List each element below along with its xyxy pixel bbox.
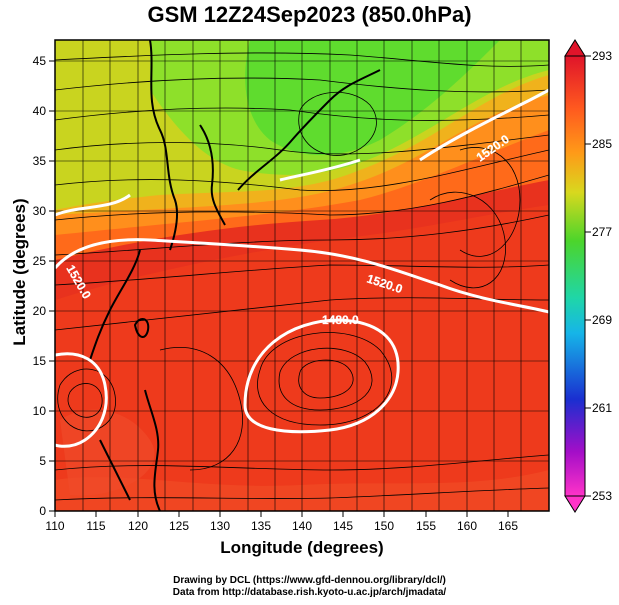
y-tick-label: 10: [33, 404, 47, 418]
y-tick-label: 30: [33, 204, 47, 218]
colorbar-label: 269: [592, 313, 612, 327]
y-tick-label: 15: [33, 354, 47, 368]
contour-1480: [243, 318, 400, 434]
contour-1520-west: [55, 238, 549, 314]
map-title: GSM 12Z24Sep2023 (850.0hPa): [147, 2, 472, 27]
x-tick-label: 150: [374, 519, 394, 533]
grid: [55, 40, 549, 511]
x-tick-label: 145: [333, 519, 353, 533]
x-tick-label: 125: [169, 519, 189, 533]
x-tick-label: 110: [45, 519, 64, 533]
y-tick-labels: 0 5 10 15 20 25 30 35 40 45: [33, 54, 47, 518]
x-tick-label: 115: [86, 519, 105, 533]
credit-drawing: Drawing by DCL (https://www.gfd-dennou.o…: [173, 575, 446, 586]
x-ticks: [54, 511, 509, 517]
contour-tc-ring: [55, 352, 108, 448]
y-tick-label: 45: [33, 54, 47, 68]
colorbar-label: 277: [592, 225, 612, 239]
x-tick-labels: 110 115 120 125 130 135 140 145 150 155 …: [45, 519, 518, 533]
credit-data: Data from http://database.rish.kyoto-u.a…: [172, 587, 447, 598]
y-tick-label: 5: [39, 454, 46, 468]
y-tick-label: 0: [39, 504, 46, 518]
x-tick-label: 130: [210, 519, 230, 533]
x-tick-label: 160: [457, 519, 477, 533]
colorbar-label: 293: [592, 49, 612, 63]
contour-label: 1480.0: [322, 313, 359, 327]
x-tick-label: 120: [128, 519, 148, 533]
credits: Drawing by DCL (https://www.gfd-dennou.o…: [0, 575, 619, 599]
contour-1520-east: [419, 88, 549, 162]
x-tick-label: 135: [251, 519, 271, 533]
colorbar: 293 285 277 269 261 253: [564, 39, 612, 513]
colorbar-scale: [564, 55, 586, 497]
x-axis-label: Longitude (degrees): [220, 538, 384, 557]
y-tick-label: 35: [33, 154, 47, 168]
geopotential-contours: [55, 88, 549, 448]
colorbar-label: 253: [592, 489, 612, 503]
x-tick-label: 140: [292, 519, 312, 533]
colorbar-bottom-arrow: [564, 495, 586, 513]
contour-north: [55, 158, 361, 217]
y-tick-label: 20: [33, 304, 47, 318]
y-ticks: [49, 60, 55, 512]
colorbar-top-arrow: [564, 39, 586, 57]
x-tick-label: 165: [498, 519, 518, 533]
colorbar-label: 261: [592, 401, 612, 415]
colorbar-label: 285: [592, 137, 612, 151]
x-tick-label: 155: [416, 519, 436, 533]
y-tick-label: 40: [33, 104, 47, 118]
y-tick-label: 25: [33, 254, 47, 268]
